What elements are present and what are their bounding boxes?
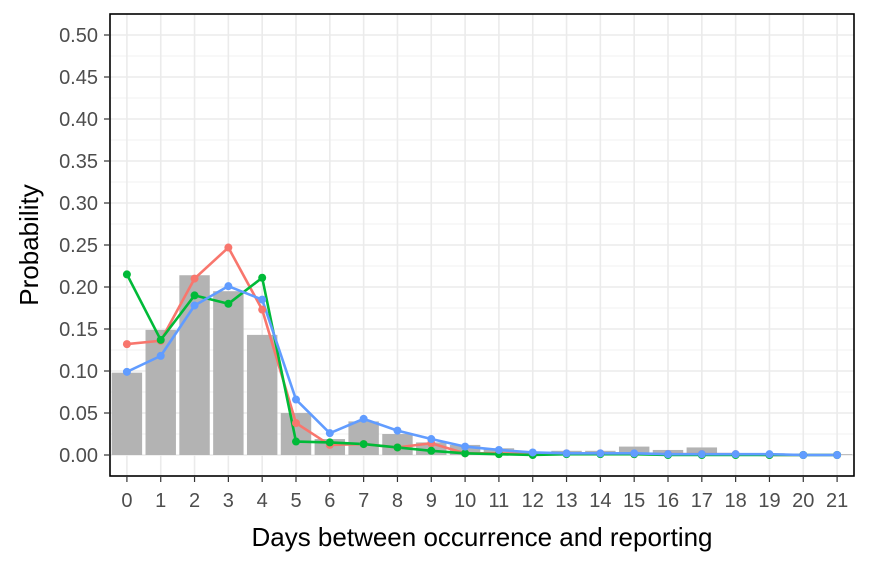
x-tick-label: 10 [454,490,476,512]
series-point-1 [258,305,267,314]
series-point-2 [258,273,267,282]
series-point-3 [325,429,334,438]
series-point-3 [393,426,402,435]
series-point-2 [224,299,233,308]
series-point-3 [528,448,537,457]
x-tick-label: 4 [257,490,268,512]
series-point-3 [427,435,436,444]
x-tick-label: 12 [522,490,544,512]
x-tick-label: 15 [623,490,645,512]
series-point-2 [393,443,402,452]
series-lines [125,246,838,457]
x-tick-label: 5 [290,490,301,512]
x-tick-label: 13 [555,490,577,512]
x-tick-label: 20 [792,490,814,512]
series-point-3 [799,451,808,459]
x-axis-tick-labels: 0 1 2 3 4 5 6 7 8 9 10 11 12 13 14 15 16 17 18 19 20 21 [121,490,848,512]
bar [213,291,244,455]
series-point-3 [833,451,842,459]
x-tick-label: 14 [589,490,611,512]
x-tick-label: 3 [223,490,234,512]
series-point-3 [461,442,470,451]
series-line-3 [126,284,838,457]
series-point-3 [190,301,199,310]
series-point-2 [325,438,334,447]
x-tick-label: 0 [121,490,132,512]
y-tick-label: 0.35 [59,151,98,173]
x-tick-label: 2 [189,490,200,512]
bar [246,334,278,455]
x-tick-label: 16 [657,490,679,512]
x-tick-label: 7 [358,490,369,512]
series-point-3 [359,414,368,423]
x-tick-label: 18 [725,490,747,512]
y-tick-label: 0.45 [59,67,98,89]
x-axis-title: Days between occurrence and reporting [251,522,712,552]
series-point-1 [292,419,300,428]
y-tick-label: 0.40 [59,109,98,131]
series-point-1 [224,243,233,252]
y-tick-label: 0.10 [59,361,98,383]
series-point-3 [731,450,740,459]
x-tick-label: 6 [324,490,335,512]
series-point-3 [122,367,131,376]
y-tick-label: 0.25 [59,235,98,257]
series-point-3 [630,449,639,458]
series-point-3 [664,450,672,459]
series-point-3 [562,449,571,458]
series-point-2 [190,291,199,300]
y-tick-label: 0.30 [59,193,98,215]
series-point-2 [122,270,131,279]
x-tick-label: 19 [758,490,780,512]
x-tick-label: 1 [155,490,166,512]
series-point-2 [461,449,470,458]
bar [348,421,379,455]
series-point-2 [359,440,368,449]
series-point-3 [697,450,706,459]
series-point-1 [190,274,199,283]
bar [111,372,143,455]
x-tick-label: 11 [489,490,510,512]
y-axis-tick-labels: 0.00 0.05 0.10 0.15 0.20 0.25 0.30 0.35 0.40 0.45… [59,25,98,467]
series-point-3 [596,449,605,458]
series-point-2 [427,446,436,455]
x-tick-label: 9 [426,490,437,512]
y-tick-label: 0.05 [59,403,98,425]
series-point-1 [122,340,131,349]
series-point-3 [156,351,165,360]
y-tick-label: 0.00 [59,445,98,467]
series-point-3 [258,295,267,304]
series-point-2 [156,335,165,344]
axis-ticks [104,34,838,482]
y-tick-label: 0.15 [59,319,98,341]
series-point-3 [765,450,774,459]
y-tick-label: 0.50 [59,25,98,47]
series-point-3 [494,445,503,454]
bar [145,329,176,455]
series-point-3 [224,282,233,291]
x-tick-label: 21 [826,490,848,512]
y-tick-label: 0.20 [59,277,98,299]
y-axis-title: Probability [14,184,44,305]
x-tick-label: 8 [392,490,403,512]
series-points [122,243,842,459]
series-point-2 [292,437,300,446]
x-tick-label: 17 [691,490,713,512]
series-point-3 [292,395,300,404]
